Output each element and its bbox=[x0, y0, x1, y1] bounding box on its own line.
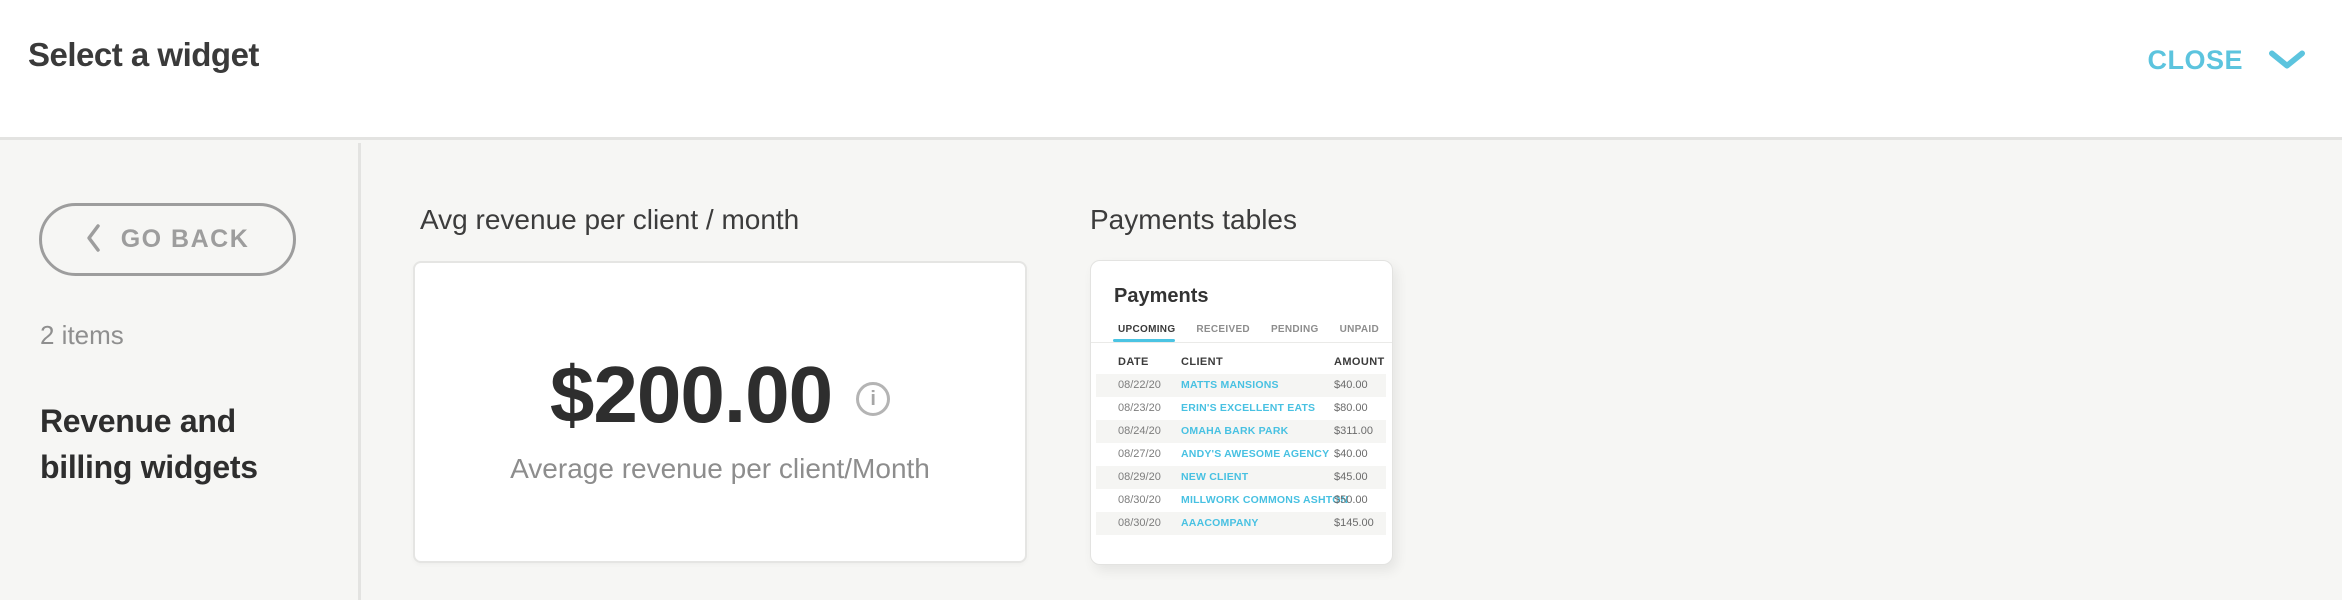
table-row: 08/29/20 NEW CLIENT $45.00 bbox=[1096, 466, 1386, 489]
payments-tabs: UPCOMING RECEIVED PENDING UNPAID bbox=[1118, 324, 1379, 335]
cell-amount: $311.00 bbox=[1334, 425, 1373, 437]
info-icon[interactable]: i bbox=[856, 382, 891, 416]
chevron-down-icon bbox=[2269, 50, 2305, 70]
header: Select a widget CLOSE bbox=[0, 0, 2342, 140]
cell-date: 08/22/20 bbox=[1118, 379, 1161, 391]
tab-pending[interactable]: PENDING bbox=[1270, 324, 1319, 335]
cell-date: 08/29/20 bbox=[1118, 471, 1161, 483]
cell-date: 08/30/20 bbox=[1118, 494, 1161, 506]
payments-table-header: DATE CLIENT AMOUNT bbox=[1091, 356, 1392, 372]
close-button-label: CLOSE bbox=[2147, 44, 2243, 75]
tab-received[interactable]: RECEIVED bbox=[1196, 324, 1250, 335]
cell-client-link[interactable]: MATTS MANSIONS bbox=[1181, 379, 1279, 391]
payments-card-title: Payments bbox=[1114, 285, 1209, 307]
cell-amount: $40.00 bbox=[1334, 379, 1368, 391]
payments-table-rows: 08/22/20 MATTS MANSIONS $40.00 08/23/20 … bbox=[1096, 374, 1386, 535]
table-row: 08/24/20 OMAHA BARK PARK $311.00 bbox=[1096, 420, 1386, 443]
go-back-button[interactable]: GO BACK bbox=[39, 203, 296, 276]
go-back-label: GO BACK bbox=[120, 225, 250, 253]
cell-amount: $145.00 bbox=[1334, 517, 1374, 529]
stat-value-row: $200.00 i bbox=[549, 349, 891, 441]
cell-amount: $45.00 bbox=[1334, 471, 1368, 483]
close-button[interactable]: CLOSE bbox=[2147, 40, 2305, 80]
table-row: 08/30/20 AAACOMPANY $145.00 bbox=[1096, 512, 1386, 535]
cell-client-link[interactable]: ANDY'S AWESOME AGENCY bbox=[1181, 448, 1330, 460]
page-title: Select a widget bbox=[28, 36, 259, 73]
stat-value: $200.00 bbox=[549, 350, 833, 439]
cell-client-link[interactable]: AAACOMPANY bbox=[1181, 517, 1259, 529]
avg-revenue-widget-card[interactable]: $200.00 i Average revenue per client/Mon… bbox=[413, 261, 1027, 563]
column-header-amount: AMOUNT bbox=[1334, 356, 1385, 368]
table-row: 08/30/20 MILLWORK COMMONS ASHTON $50.00 bbox=[1096, 489, 1386, 512]
tab-upcoming[interactable]: UPCOMING bbox=[1118, 324, 1176, 335]
table-row: 08/22/20 MATTS MANSIONS $40.00 bbox=[1096, 374, 1386, 397]
cell-date: 08/23/20 bbox=[1118, 402, 1161, 414]
cell-amount: $40.00 bbox=[1334, 448, 1368, 460]
cell-date: 08/27/20 bbox=[1118, 448, 1161, 460]
chevron-left-icon bbox=[86, 223, 101, 256]
cell-amount: $50.00 bbox=[1334, 494, 1368, 506]
cell-client-link[interactable]: OMAHA BARK PARK bbox=[1181, 425, 1289, 437]
cell-date: 08/30/20 bbox=[1118, 517, 1161, 529]
column-header-date: DATE bbox=[1118, 356, 1149, 368]
column-header-client: CLIENT bbox=[1181, 356, 1224, 368]
stat-caption: Average revenue per client/Month bbox=[510, 453, 930, 484]
payments-widget-label: Payments tables bbox=[1090, 204, 1297, 235]
avg-revenue-widget-label: Avg revenue per client / month bbox=[420, 204, 800, 235]
table-row: 08/23/20 ERIN'S EXCELLENT EATS $80.00 bbox=[1096, 397, 1386, 420]
vertical-divider bbox=[358, 143, 361, 600]
cell-client-link[interactable]: ERIN'S EXCELLENT EATS bbox=[1181, 402, 1316, 414]
items-count: 2 items bbox=[40, 320, 124, 350]
table-row: 08/27/20 ANDY'S AWESOME AGENCY $40.00 bbox=[1096, 443, 1386, 466]
cell-date: 08/24/20 bbox=[1118, 425, 1161, 437]
tab-unpaid[interactable]: UNPAID bbox=[1339, 324, 1380, 335]
active-tab-underline bbox=[1113, 339, 1175, 342]
category-title: Revenue and billing widgets bbox=[40, 403, 258, 485]
tabs-baseline bbox=[1091, 342, 1392, 343]
payments-widget-card[interactable]: Payments UPCOMING RECEIVED PENDING UNPAI… bbox=[1090, 260, 1393, 565]
cell-client-link[interactable]: NEW CLIENT bbox=[1181, 471, 1249, 483]
cell-amount: $80.00 bbox=[1334, 402, 1368, 414]
cell-client-link[interactable]: MILLWORK COMMONS ASHTON bbox=[1181, 494, 1349, 506]
